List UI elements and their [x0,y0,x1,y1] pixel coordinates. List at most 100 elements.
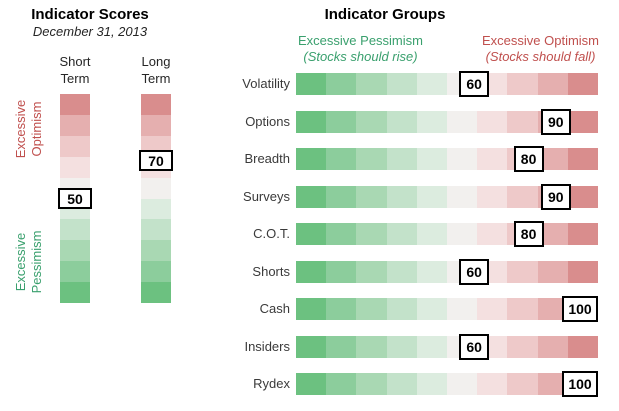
gradient-segment [141,261,171,283]
group-value-box: 60 [459,333,490,360]
gradient-segment [356,223,387,245]
gradient-segment [537,223,568,245]
group-value-box: 90 [540,108,571,135]
excessive-pessimism-axis-label: Excessive Pessimism [13,230,44,294]
gradient-segment [507,73,538,95]
gradient-segment [537,260,568,283]
gradient-segment [416,260,448,283]
gradient-segment [477,185,508,208]
gradient-segment [356,110,387,133]
gradient-segment [141,219,171,241]
indicator-scores-title: Indicator Scores [31,6,149,23]
gradient-segment [477,110,508,133]
gradient-segment [507,298,538,320]
gradient-segment [477,373,508,395]
gradient-segment [567,148,599,170]
group-gauge-bar [296,223,599,245]
gradient-segment [507,110,538,133]
group-value-box: 80 [513,221,544,247]
gradient-segment [447,148,478,170]
gradient-segment [60,219,90,241]
group-value-box: 90 [540,183,571,210]
gradient-segment [567,110,599,133]
gradient-segment [356,185,387,208]
group-value-box: 60 [459,258,490,285]
gradient-segment [296,148,327,170]
indicator-groups-title: Indicator Groups [324,6,446,23]
gradient-segment [60,156,90,178]
group-gauge-bar [296,373,599,395]
gradient-segment [537,373,568,395]
excessive-optimism-axis-label: Excessive Optimism [13,99,44,159]
gradient-segment [386,110,417,133]
pessimism-header: Excessive Pessimism (Stocks should rise) [288,33,433,65]
pessimism-header-title: Excessive Pessimism [298,33,423,48]
gradient-segment [447,223,478,245]
gradient-segment [537,335,568,358]
score-gauge-bar [141,94,171,304]
gradient-segment [356,335,387,358]
gradient-segment [537,73,568,95]
gradient-segment [567,185,599,208]
indicator-row-label: Rydex [253,376,290,391]
indicator-scores-date: December 31, 2013 [32,24,148,39]
gradient-segment [326,110,357,133]
indicator-row-label: Options [245,113,290,129]
gradient-segment [447,110,478,133]
gradient-segment [296,73,327,95]
optimism-header: Excessive Optimism (Stocks should fall) [468,33,613,65]
gradient-segment [296,260,327,283]
gradient-segment [567,223,599,245]
gradient-segment [416,373,448,395]
indicator-row-label: Volatility [242,76,290,91]
gradient-segment [416,335,448,358]
indicator-row-label: Shorts [252,263,290,279]
group-gauge-bar [296,260,599,283]
group-gauge-bar [296,148,599,170]
gradient-segment [141,114,171,136]
group-gauge-bar [296,298,599,320]
gradient-segment [141,94,171,115]
gradient-segment [507,185,538,208]
gradient-segment [356,73,387,95]
gradient-segment [507,373,538,395]
gradient-segment [567,73,599,95]
optimism-header-title: Excessive Optimism [481,33,600,48]
gradient-segment [296,298,327,320]
gradient-segment [141,282,171,304]
gradient-segment [386,148,417,170]
group-value-box: 80 [513,146,544,172]
gradient-segment [386,335,417,358]
gradient-segment [296,110,327,133]
gradient-segment [356,373,387,395]
score-value-box: 70 [139,150,173,172]
group-gauge-bar [296,73,599,95]
column-header: Long Term [141,54,171,86]
gradient-segment [326,73,357,95]
gradient-segment [326,335,357,358]
gradient-segment [326,373,357,395]
score-value-box: 50 [58,188,92,209]
column-header: Short Term [59,54,91,86]
group-value-box: 100 [562,371,598,397]
gradient-segment [296,185,327,208]
gradient-segment [60,94,90,115]
indicator-row-label: Surveys [243,188,290,204]
group-value-box: 60 [459,71,490,97]
gradient-segment [326,260,357,283]
gradient-segment [386,223,417,245]
gradient-segment [537,148,568,170]
gradient-segment [416,110,448,133]
gradient-segment [416,223,448,245]
gradient-segment [356,148,387,170]
gradient-segment [537,298,568,320]
gradient-segment [386,298,417,320]
gradient-segment [296,223,327,245]
gradient-segment [416,73,448,95]
gradient-segment [507,260,538,283]
optimism-header-subtitle: (Stocks should fall) [485,49,596,64]
gradient-segment [386,373,417,395]
gradient-segment [416,298,448,320]
gradient-segment [416,185,448,208]
gradient-segment [60,240,90,262]
